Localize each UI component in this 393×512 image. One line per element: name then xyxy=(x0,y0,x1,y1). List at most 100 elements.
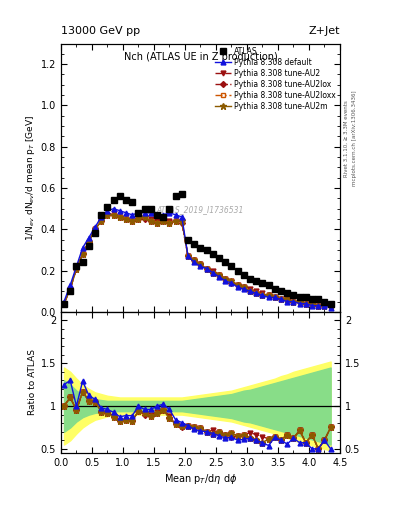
Pythia 8.308 tune-AU2m xyxy=(217,272,221,278)
Pythia 8.308 tune-AU2loxx xyxy=(105,212,110,218)
Pythia 8.308 tune-AU2loxx xyxy=(266,292,271,298)
Pythia 8.308 tune-AU2 xyxy=(291,298,296,305)
Pythia 8.308 default xyxy=(235,284,240,290)
Pythia 8.308 default xyxy=(310,303,314,309)
Pythia 8.308 tune-AU2loxx xyxy=(235,282,240,288)
Pythia 8.308 tune-AU2m xyxy=(316,303,321,309)
Pythia 8.308 tune-AU2lox xyxy=(62,301,66,307)
ATLAS xyxy=(118,193,122,199)
Pythia 8.308 tune-AU2loxx xyxy=(173,218,178,224)
Pythia 8.308 default xyxy=(322,303,327,309)
Pythia 8.308 tune-AU2m xyxy=(266,292,271,298)
Pythia 8.308 tune-AU2loxx xyxy=(155,220,160,226)
Pythia 8.308 tune-AU2 xyxy=(235,282,240,288)
Pythia 8.308 tune-AU2m xyxy=(111,212,116,218)
Pythia 8.308 tune-AU2loxx xyxy=(322,303,327,309)
Pythia 8.308 tune-AU2lox xyxy=(68,286,73,292)
Pythia 8.308 default xyxy=(118,208,122,214)
Pythia 8.308 tune-AU2loxx xyxy=(149,218,153,224)
Pythia 8.308 tune-AU2loxx xyxy=(142,214,147,220)
Pythia 8.308 tune-AU2lox xyxy=(279,296,283,303)
ATLAS xyxy=(285,290,290,296)
ATLAS xyxy=(322,298,327,305)
Pythia 8.308 default xyxy=(136,210,141,216)
Pythia 8.308 tune-AU2loxx xyxy=(204,265,209,271)
Pythia 8.308 tune-AU2 xyxy=(260,290,265,296)
Pythia 8.308 tune-AU2loxx xyxy=(260,292,265,298)
Pythia 8.308 tune-AU2m xyxy=(260,292,265,298)
Pythia 8.308 tune-AU2m xyxy=(279,296,283,303)
Pythia 8.308 default xyxy=(223,278,228,284)
Pythia 8.308 tune-AU2lox xyxy=(229,280,234,286)
ATLAS xyxy=(167,206,172,212)
ATLAS xyxy=(62,301,66,307)
Pythia 8.308 tune-AU2lox xyxy=(185,253,190,259)
Pythia 8.308 default xyxy=(316,303,321,309)
Text: 13000 GeV pp: 13000 GeV pp xyxy=(61,26,140,36)
Pythia 8.308 tune-AU2 xyxy=(99,218,104,224)
Pythia 8.308 default xyxy=(74,263,79,269)
Pythia 8.308 tune-AU2m xyxy=(167,220,172,226)
Pythia 8.308 tune-AU2 xyxy=(303,301,308,307)
Pythia 8.308 default xyxy=(254,290,259,296)
Pythia 8.308 default xyxy=(111,206,116,212)
Pythia 8.308 tune-AU2loxx xyxy=(217,272,221,278)
Pythia 8.308 default xyxy=(80,245,85,251)
Pythia 8.308 default xyxy=(99,214,104,220)
Pythia 8.308 tune-AU2m xyxy=(223,276,228,282)
Pythia 8.308 default xyxy=(149,210,153,216)
Text: Z+Jet: Z+Jet xyxy=(309,26,340,36)
Pythia 8.308 tune-AU2lox xyxy=(149,218,153,224)
Pythia 8.308 default xyxy=(229,280,234,286)
Pythia 8.308 tune-AU2 xyxy=(229,278,234,284)
Pythia 8.308 tune-AU2lox xyxy=(291,298,296,305)
Pythia 8.308 tune-AU2lox xyxy=(248,288,252,294)
Pythia 8.308 tune-AU2loxx xyxy=(99,218,104,224)
Pythia 8.308 tune-AU2m xyxy=(142,214,147,220)
Line: Pythia 8.308 default: Pythia 8.308 default xyxy=(62,206,333,310)
Pythia 8.308 tune-AU2 xyxy=(217,272,221,278)
Pythia 8.308 tune-AU2 xyxy=(130,218,134,224)
ATLAS xyxy=(74,263,79,269)
Pythia 8.308 tune-AU2 xyxy=(328,303,333,309)
Pythia 8.308 tune-AU2loxx xyxy=(297,298,302,305)
ATLAS xyxy=(328,301,333,307)
Pythia 8.308 tune-AU2 xyxy=(68,286,73,292)
Pythia 8.308 tune-AU2loxx xyxy=(68,286,73,292)
Pythia 8.308 default xyxy=(204,265,209,271)
Pythia 8.308 tune-AU2 xyxy=(254,288,259,294)
ATLAS xyxy=(149,206,153,212)
Pythia 8.308 tune-AU2 xyxy=(198,261,203,267)
Pythia 8.308 tune-AU2loxx xyxy=(303,301,308,307)
Pythia 8.308 default xyxy=(130,212,134,218)
Pythia 8.308 tune-AU2 xyxy=(86,239,91,245)
Pythia 8.308 default xyxy=(279,296,283,303)
Pythia 8.308 tune-AU2loxx xyxy=(124,216,129,222)
Pythia 8.308 tune-AU2m xyxy=(241,284,246,290)
Pythia 8.308 default xyxy=(272,294,277,301)
Pythia 8.308 default xyxy=(142,210,147,216)
Pythia 8.308 tune-AU2 xyxy=(310,301,314,307)
Pythia 8.308 tune-AU2m xyxy=(62,301,66,307)
Pythia 8.308 default xyxy=(285,298,290,305)
ATLAS xyxy=(93,230,97,237)
ATLAS xyxy=(192,241,196,247)
Pythia 8.308 tune-AU2lox xyxy=(241,284,246,290)
Pythia 8.308 tune-AU2m xyxy=(99,218,104,224)
ATLAS xyxy=(204,247,209,253)
Pythia 8.308 tune-AU2m xyxy=(93,226,97,232)
Pythia 8.308 default xyxy=(68,282,73,288)
Pythia 8.308 tune-AU2loxx xyxy=(86,239,91,245)
Pythia 8.308 tune-AU2 xyxy=(62,301,66,307)
Pythia 8.308 tune-AU2lox xyxy=(173,218,178,224)
Pythia 8.308 tune-AU2lox xyxy=(167,220,172,226)
Pythia 8.308 tune-AU2lox xyxy=(322,303,327,309)
ATLAS xyxy=(223,259,228,265)
Pythia 8.308 tune-AU2lox xyxy=(111,212,116,218)
Pythia 8.308 tune-AU2loxx xyxy=(198,261,203,267)
Line: Pythia 8.308 tune-AU2lox: Pythia 8.308 tune-AU2lox xyxy=(62,213,333,308)
Pythia 8.308 default xyxy=(180,214,184,220)
ATLAS xyxy=(155,212,160,218)
Pythia 8.308 tune-AU2loxx xyxy=(185,253,190,259)
Pythia 8.308 tune-AU2m xyxy=(248,288,252,294)
